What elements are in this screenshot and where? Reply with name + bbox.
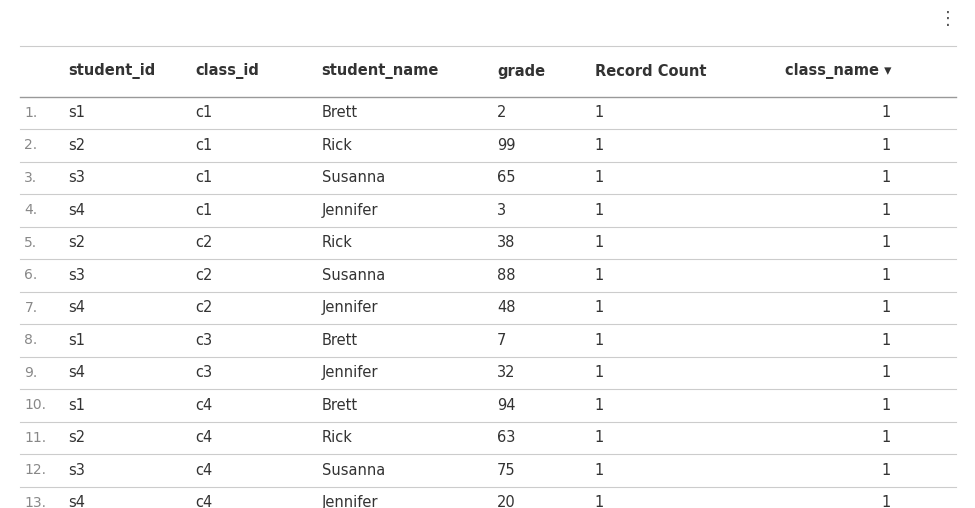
Text: 1: 1 bbox=[595, 398, 604, 413]
Text: 12.: 12. bbox=[24, 463, 47, 478]
Text: c1: c1 bbox=[195, 203, 213, 218]
Text: student_name: student_name bbox=[322, 63, 439, 79]
Text: 1: 1 bbox=[595, 268, 604, 283]
Text: 2: 2 bbox=[497, 105, 507, 120]
Text: Rick: Rick bbox=[322, 430, 353, 446]
Text: s3: s3 bbox=[68, 268, 85, 283]
Text: s2: s2 bbox=[68, 235, 86, 250]
Text: 3.: 3. bbox=[24, 171, 37, 185]
Text: c1: c1 bbox=[195, 105, 213, 120]
Text: Jennifer: Jennifer bbox=[322, 365, 378, 380]
Text: 1: 1 bbox=[882, 170, 891, 185]
Text: 99: 99 bbox=[497, 138, 516, 153]
Text: Susanna: Susanna bbox=[322, 268, 385, 283]
Text: 6.: 6. bbox=[24, 268, 38, 282]
Text: 1: 1 bbox=[595, 235, 604, 250]
Text: 1: 1 bbox=[882, 333, 891, 348]
Text: 1: 1 bbox=[882, 203, 891, 218]
Text: 13.: 13. bbox=[24, 496, 47, 508]
Text: 1: 1 bbox=[595, 203, 604, 218]
Text: 1: 1 bbox=[595, 333, 604, 348]
Text: 65: 65 bbox=[497, 170, 516, 185]
Text: 1: 1 bbox=[882, 105, 891, 120]
Text: Jennifer: Jennifer bbox=[322, 300, 378, 315]
Text: c4: c4 bbox=[195, 463, 213, 478]
Text: 1: 1 bbox=[595, 170, 604, 185]
Text: 9.: 9. bbox=[24, 366, 38, 380]
Text: 1: 1 bbox=[882, 495, 891, 508]
Text: 1: 1 bbox=[595, 430, 604, 446]
Text: 1: 1 bbox=[595, 365, 604, 380]
Text: c4: c4 bbox=[195, 495, 213, 508]
Text: grade: grade bbox=[497, 64, 545, 79]
Text: 20: 20 bbox=[497, 495, 516, 508]
Text: Rick: Rick bbox=[322, 235, 353, 250]
Text: Brett: Brett bbox=[322, 398, 358, 413]
Text: s2: s2 bbox=[68, 138, 86, 153]
Text: Brett: Brett bbox=[322, 333, 358, 348]
Text: 1: 1 bbox=[882, 300, 891, 315]
Text: 38: 38 bbox=[497, 235, 516, 250]
Text: Susanna: Susanna bbox=[322, 170, 385, 185]
Text: student_id: student_id bbox=[68, 63, 155, 79]
Text: 1: 1 bbox=[882, 268, 891, 283]
Text: 88: 88 bbox=[497, 268, 516, 283]
Text: 1: 1 bbox=[882, 235, 891, 250]
Text: class_id: class_id bbox=[195, 63, 259, 79]
Text: c4: c4 bbox=[195, 398, 213, 413]
Text: 1: 1 bbox=[595, 463, 604, 478]
Text: Record Count: Record Count bbox=[595, 64, 706, 79]
Text: s3: s3 bbox=[68, 463, 85, 478]
Text: c4: c4 bbox=[195, 430, 213, 446]
Text: s4: s4 bbox=[68, 495, 85, 508]
Text: c2: c2 bbox=[195, 235, 213, 250]
Text: 1: 1 bbox=[595, 495, 604, 508]
Text: Brett: Brett bbox=[322, 105, 358, 120]
Text: 1: 1 bbox=[595, 300, 604, 315]
Text: c2: c2 bbox=[195, 300, 213, 315]
Text: c3: c3 bbox=[195, 365, 213, 380]
Text: 3: 3 bbox=[497, 203, 506, 218]
Text: s4: s4 bbox=[68, 300, 85, 315]
Text: 5.: 5. bbox=[24, 236, 37, 250]
Text: 1: 1 bbox=[882, 398, 891, 413]
Text: 1.: 1. bbox=[24, 106, 38, 120]
Text: 1: 1 bbox=[882, 463, 891, 478]
Text: 11.: 11. bbox=[24, 431, 47, 445]
Text: 94: 94 bbox=[497, 398, 516, 413]
Text: s3: s3 bbox=[68, 170, 85, 185]
Text: Jennifer: Jennifer bbox=[322, 495, 378, 508]
Text: 2.: 2. bbox=[24, 138, 37, 152]
Text: 4.: 4. bbox=[24, 203, 37, 217]
Text: Rick: Rick bbox=[322, 138, 353, 153]
Text: s1: s1 bbox=[68, 398, 85, 413]
Text: s2: s2 bbox=[68, 430, 86, 446]
Text: 1: 1 bbox=[595, 138, 604, 153]
Text: c3: c3 bbox=[195, 333, 213, 348]
Text: Jennifer: Jennifer bbox=[322, 203, 378, 218]
Text: s1: s1 bbox=[68, 333, 85, 348]
Text: 8.: 8. bbox=[24, 333, 38, 347]
Text: s4: s4 bbox=[68, 203, 85, 218]
Text: 75: 75 bbox=[497, 463, 516, 478]
Text: 1: 1 bbox=[882, 430, 891, 446]
Text: 48: 48 bbox=[497, 300, 516, 315]
Text: 7: 7 bbox=[497, 333, 507, 348]
Text: c1: c1 bbox=[195, 138, 213, 153]
Text: 63: 63 bbox=[497, 430, 516, 446]
Text: 32: 32 bbox=[497, 365, 516, 380]
Text: c2: c2 bbox=[195, 268, 213, 283]
Text: 10.: 10. bbox=[24, 398, 47, 412]
Text: 1: 1 bbox=[595, 105, 604, 120]
Text: s4: s4 bbox=[68, 365, 85, 380]
Text: Susanna: Susanna bbox=[322, 463, 385, 478]
Text: class_name ▾: class_name ▾ bbox=[785, 63, 891, 79]
Text: ⋮: ⋮ bbox=[939, 10, 956, 28]
Text: 1: 1 bbox=[882, 138, 891, 153]
Text: c1: c1 bbox=[195, 170, 213, 185]
Text: 7.: 7. bbox=[24, 301, 37, 315]
Text: 1: 1 bbox=[882, 365, 891, 380]
Text: s1: s1 bbox=[68, 105, 85, 120]
